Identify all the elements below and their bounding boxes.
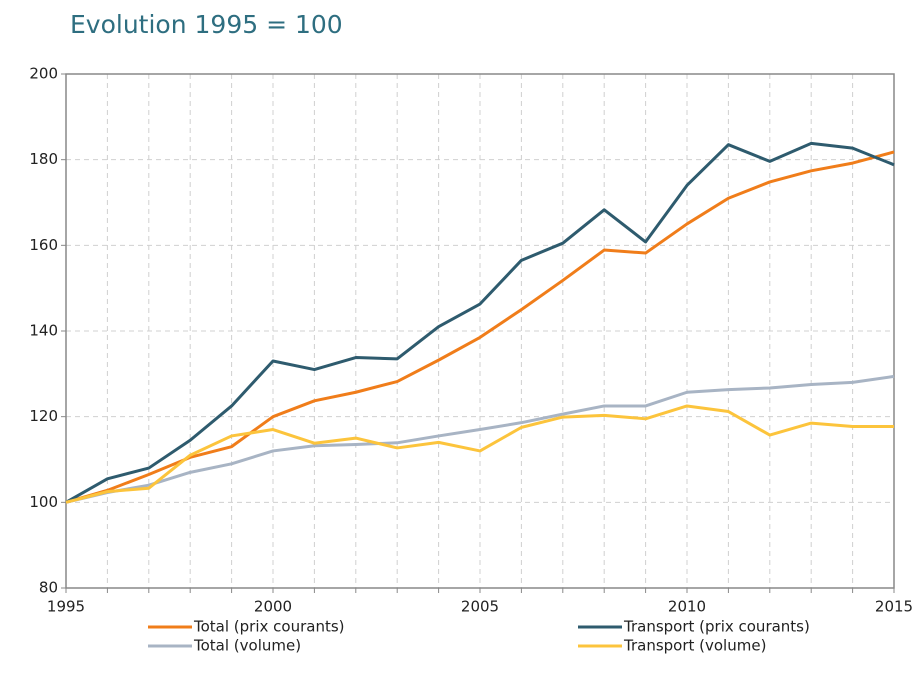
y-tick-label: 80 [39,579,58,597]
series-line [65,141,895,504]
x-tick-label: 2010 [668,598,706,616]
plot-frame [65,73,895,589]
series-line [65,150,895,504]
chart-title: Evolution 1995 = 100 [70,10,343,39]
y-tick-label: 200 [29,65,58,83]
x-tick-label: 2000 [254,598,292,616]
x-tick-label: 2015 [875,598,913,616]
legend-label: Total (volume) [193,637,301,655]
x-tick-label: 2005 [461,598,499,616]
y-tick-label: 160 [29,236,58,254]
y-tick-label: 180 [29,150,58,168]
x-tick-label: 1995 [47,598,85,616]
legend-label: Total (prix courants) [193,618,345,636]
series-line [65,374,895,504]
series-line [65,404,894,504]
y-tick-label: 120 [29,407,58,425]
y-tick-label: 100 [29,493,58,511]
legend-label: Transport (volume) [623,637,766,655]
legend-label: Transport (prix courants) [623,618,810,636]
y-tick-label: 140 [29,322,58,340]
